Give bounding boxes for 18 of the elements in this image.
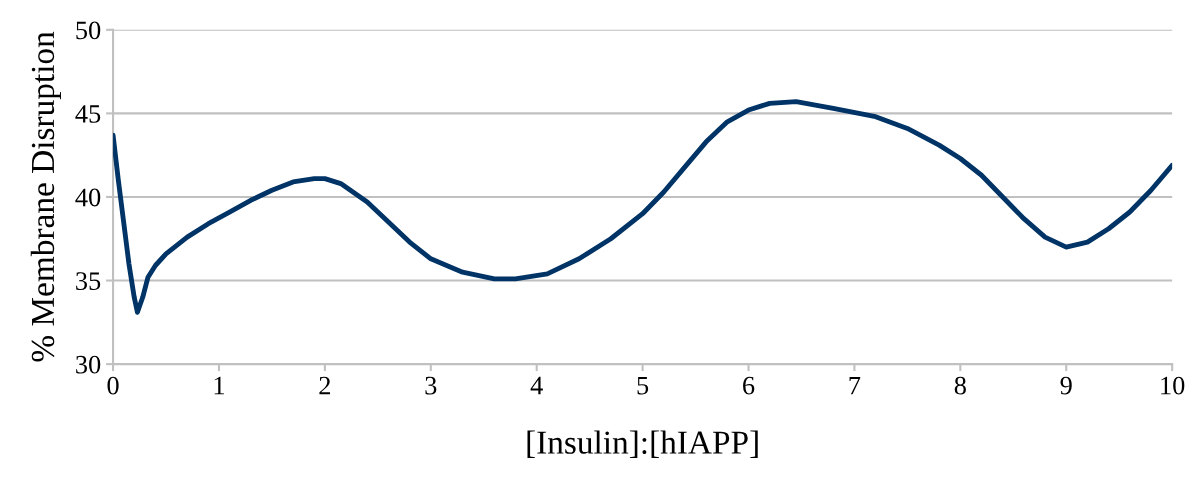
x-tick-label: 3 [425,376,437,395]
x-tick-label: 7 [849,376,861,395]
x-tick-label: 9 [1060,376,1072,395]
x-tick-label: 8 [954,376,966,395]
y-tick-label: 40 [75,188,101,207]
x-tick-label: 5 [637,376,649,395]
x-tick-label: 0 [107,376,119,395]
x-tick-label: 2 [319,376,331,395]
x-tick-label: 6 [743,376,755,395]
y-tick-label: 50 [76,21,101,40]
y-tick-label: 35 [76,272,101,290]
y-tick-label: 30 [76,355,101,374]
x-tick-label: 4 [530,376,543,395]
y-tick-label: 45 [75,105,101,123]
y-axis-title: % Membrane Disruption [30,31,61,362]
x-tick-label: 10 [1161,376,1185,395]
x-axis-title: [Insulin]:[hIAPP] [527,430,758,458]
x-tick-label: 1 [214,376,224,395]
